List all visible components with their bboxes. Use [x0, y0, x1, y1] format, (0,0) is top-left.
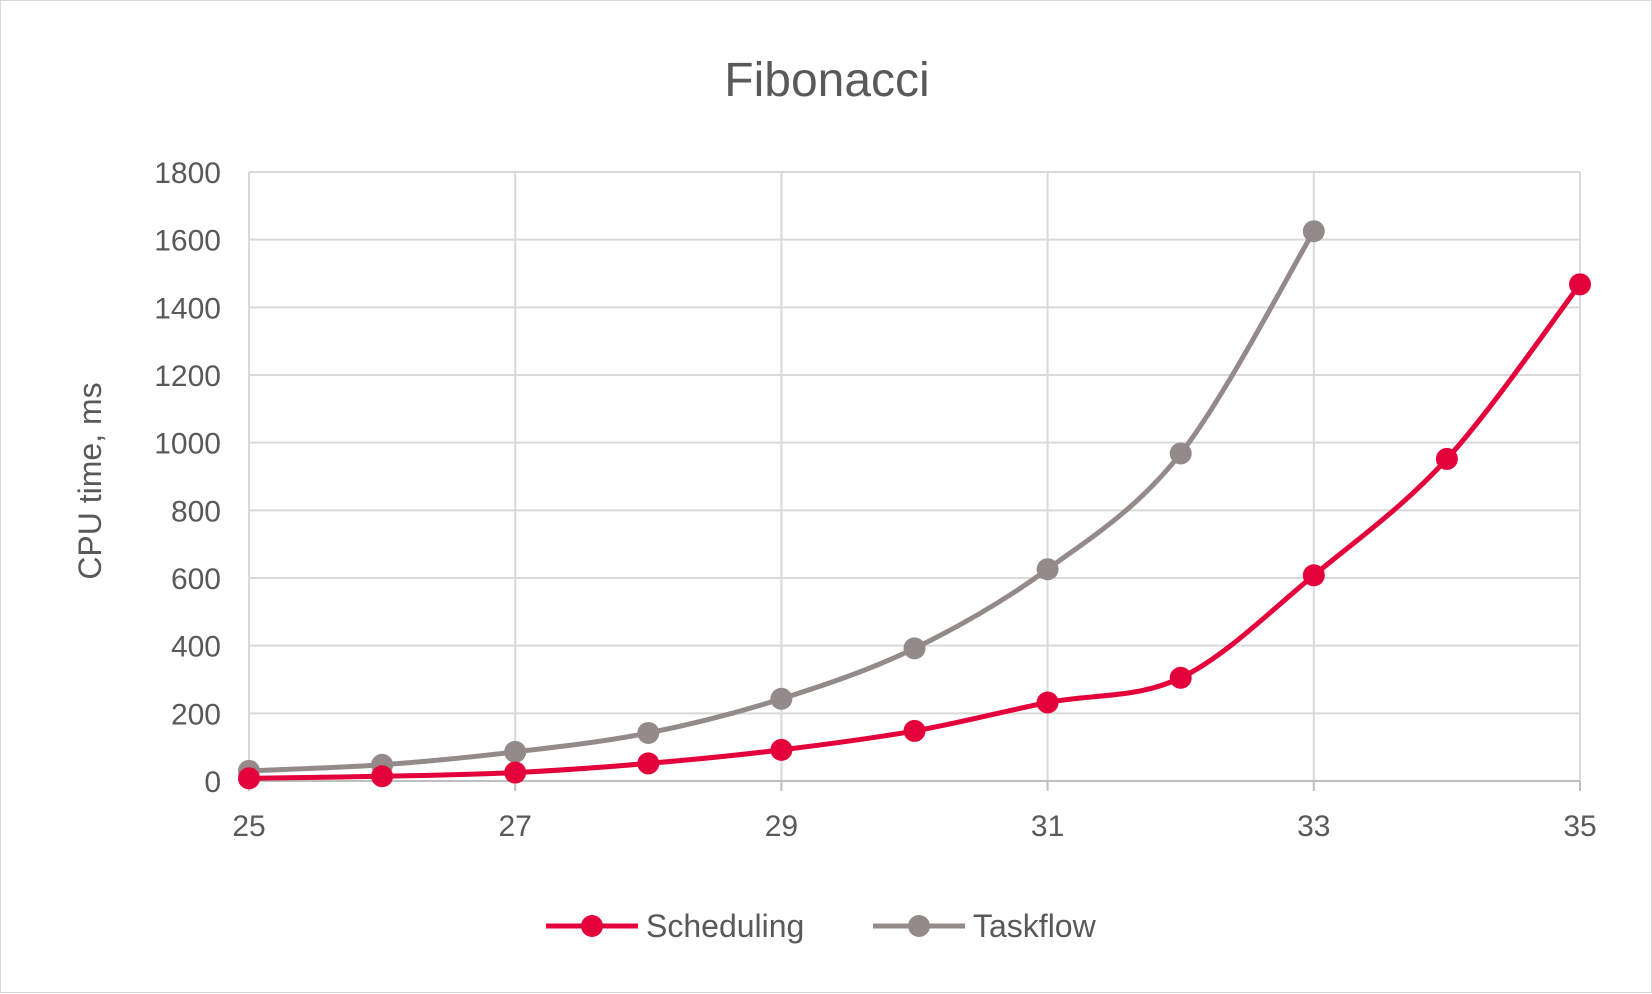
x-tick-label: 33: [1297, 810, 1330, 843]
y-tick-label: 800: [171, 495, 221, 528]
data-point-scheduling: [637, 752, 660, 775]
data-point-taskflow: [1302, 220, 1325, 243]
data-point-scheduling: [903, 719, 926, 742]
data-point-scheduling: [1036, 691, 1059, 714]
data-point-scheduling: [238, 767, 260, 790]
data-point-scheduling: [371, 765, 394, 788]
chart-title: Fibonacci: [724, 54, 929, 107]
legend-item-taskflow: Taskflow: [873, 908, 1097, 944]
series-layer: [238, 220, 1591, 790]
y-tick-label: 1200: [154, 360, 221, 393]
y-tick-label: 1800: [154, 157, 221, 190]
x-tick-label: 25: [232, 810, 265, 843]
legend-label: Taskflow: [973, 908, 1097, 944]
data-point-scheduling: [1569, 273, 1591, 296]
data-point-taskflow: [637, 721, 660, 744]
axes: 0 200 400 600 800 1000 1200 1400 1600 1800 25 27 29 3…: [154, 157, 1596, 843]
data-point-taskflow: [770, 687, 793, 710]
x-tick-label: 31: [1031, 810, 1064, 843]
y-tick-label: 1600: [154, 225, 221, 258]
legend-item-scheduling: Scheduling: [546, 908, 804, 944]
data-point-scheduling: [504, 761, 527, 784]
data-point-scheduling: [1435, 447, 1458, 470]
y-tick-label: 600: [171, 563, 221, 596]
data-point-scheduling: [1302, 564, 1325, 587]
x-tick-label: 27: [499, 810, 532, 843]
data-point-taskflow: [903, 637, 926, 660]
grid-lines: [248, 171, 1581, 781]
y-tick-label: 1400: [154, 292, 221, 325]
data-point-taskflow: [1169, 442, 1192, 465]
y-tick-label: 400: [171, 631, 221, 664]
y-tick-label: 200: [171, 698, 221, 731]
y-tick-label: 1000: [154, 428, 221, 461]
y-tick-label: 0: [204, 766, 221, 799]
x-tick-label: 35: [1563, 810, 1596, 843]
legend-label: Scheduling: [646, 908, 804, 944]
data-point-scheduling: [1169, 666, 1192, 689]
y-axis-label: CPU time, ms: [72, 382, 108, 579]
series-scheduling: [238, 273, 1591, 790]
legend-swatch-marker: [908, 915, 930, 937]
legend: Scheduling Taskflow: [546, 908, 1097, 944]
data-point-taskflow: [1036, 558, 1059, 581]
data-point-taskflow: [504, 740, 527, 763]
series-line-scheduling: [246, 281, 1583, 781]
x-tick-label: 29: [765, 810, 798, 843]
data-point-scheduling: [770, 738, 793, 761]
legend-swatch-marker: [581, 915, 603, 937]
